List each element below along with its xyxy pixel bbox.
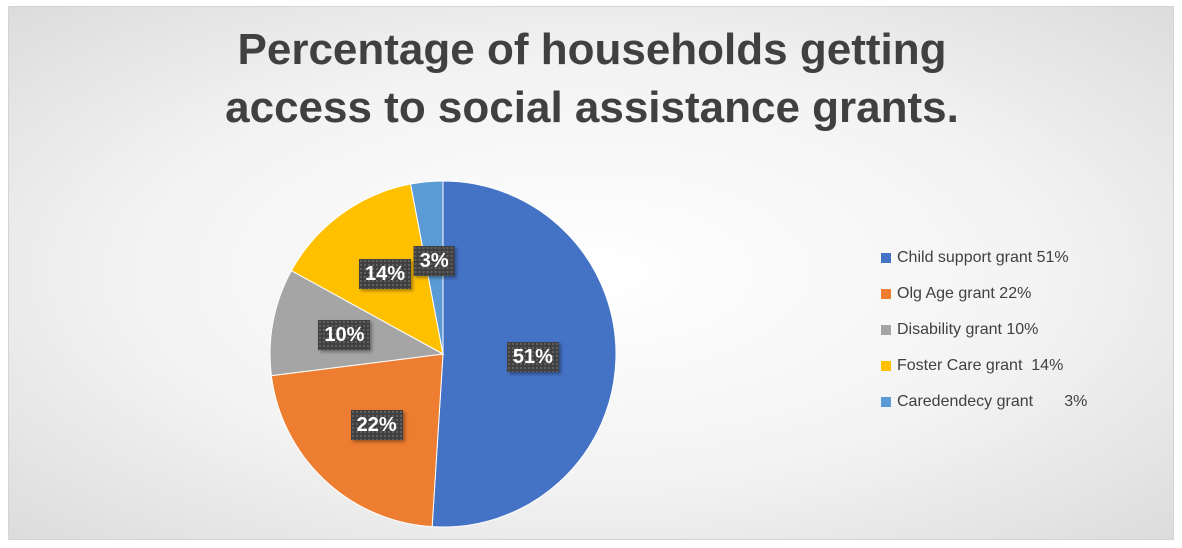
legend-swatch <box>881 361 891 371</box>
legend-label: Child support grant 51% <box>897 249 1069 266</box>
data-label: 14% <box>359 259 412 290</box>
chart-area: Percentage of households getting access … <box>8 6 1174 540</box>
data-label: 10% <box>318 320 371 351</box>
data-label: 3% <box>413 245 455 276</box>
data-label: 51% <box>506 341 559 372</box>
legend-item: Foster Care grant 14% <box>881 348 1161 384</box>
legend-swatch <box>881 289 891 299</box>
legend-label: Disability grant 10% <box>897 321 1039 338</box>
chart-title: Percentage of households getting access … <box>225 25 959 132</box>
legend-swatch <box>881 325 891 335</box>
legend-item: Olg Age grant 22% <box>881 276 1161 312</box>
pie-slice <box>270 353 444 528</box>
data-label: 22% <box>350 409 403 440</box>
legend-swatch <box>881 253 891 263</box>
legend-item: Caredendecy grant 3% <box>881 384 1161 420</box>
legend-item: Disability grant 10% <box>881 312 1161 348</box>
legend-swatch <box>881 397 891 407</box>
legend-item: Child support grant 51% <box>881 240 1161 276</box>
legend-label: Caredendecy grant 3% <box>897 393 1088 410</box>
legend-label: Olg Age grant 22% <box>897 285 1032 302</box>
legend-label: Foster Care grant 14% <box>897 357 1064 374</box>
legend: Child support grant 51% Olg Age grant 22%… <box>881 240 1161 420</box>
